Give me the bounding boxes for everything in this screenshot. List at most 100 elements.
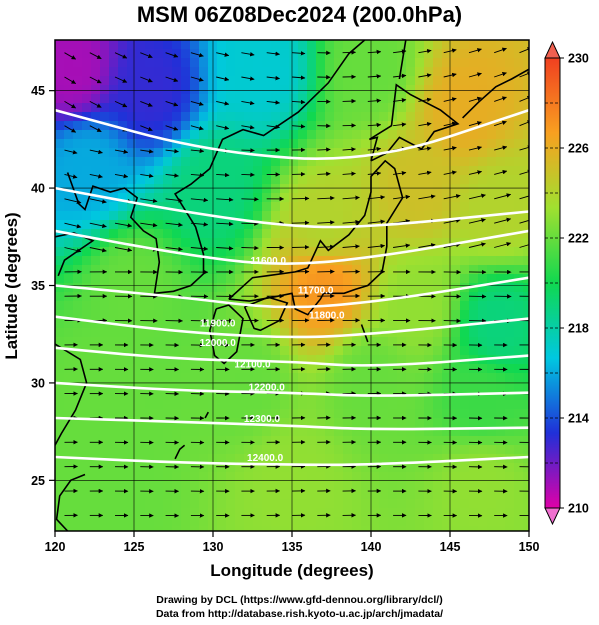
heat-cell [217, 211, 227, 221]
heat-cell [334, 175, 344, 185]
heat-cell [496, 202, 506, 212]
heat-cell [217, 148, 227, 158]
heat-cell [316, 463, 326, 473]
heat-cell [334, 112, 344, 122]
coastline-segment [55, 343, 88, 446]
heat-cell [478, 436, 488, 446]
heat-cell [433, 472, 443, 482]
heat-cell [325, 409, 335, 419]
heat-cell [262, 373, 272, 383]
heat-cell [478, 157, 488, 167]
heat-cell [262, 49, 272, 59]
heat-cell [181, 427, 191, 437]
heat-cell [73, 508, 83, 518]
heat-cell [109, 67, 119, 77]
heat-cell [370, 472, 380, 482]
heat-cell [280, 427, 290, 437]
heat-cell [352, 400, 362, 410]
heat-cell [460, 382, 470, 392]
heat-cell [172, 40, 182, 50]
heat-cell [136, 175, 146, 185]
heat-cell [262, 346, 272, 356]
heat-cell [118, 148, 128, 158]
wind-arrow [89, 247, 107, 253]
heat-cell [190, 121, 200, 131]
heat-cell [406, 49, 416, 59]
heat-cell [109, 85, 119, 95]
heat-cell [415, 76, 425, 86]
heat-cell [316, 508, 326, 518]
heat-cell [163, 409, 173, 419]
wind-arrow [443, 97, 457, 102]
colorbar-max-extend [544, 40, 561, 59]
heat-cell [244, 283, 254, 293]
heat-cell [64, 274, 74, 284]
heat-cell [118, 274, 128, 284]
heat-cell [505, 40, 515, 50]
heat-cell [487, 130, 497, 140]
heat-cell [442, 301, 452, 311]
heat-cell [226, 364, 236, 374]
heat-cell [379, 283, 389, 293]
heat-cell [253, 481, 263, 491]
heat-cell [163, 355, 173, 365]
heat-cell [370, 76, 380, 86]
heat-cell [271, 526, 281, 531]
heat-cell [388, 346, 398, 356]
heat-cell [136, 373, 146, 383]
heat-cell [451, 148, 461, 158]
heat-cell [379, 373, 389, 383]
heat-cell [496, 184, 506, 194]
heat-cell [55, 166, 65, 176]
heat-cell [55, 355, 65, 365]
heat-cell [118, 310, 128, 320]
heat-cell [496, 337, 506, 347]
heat-cell [253, 166, 263, 176]
heat-cell [469, 256, 479, 266]
heat-cell [514, 445, 524, 455]
heat-cell [55, 130, 65, 140]
heat-cell [262, 508, 272, 518]
heat-cell [181, 445, 191, 455]
heat-cell [370, 157, 380, 167]
heat-cell [118, 481, 128, 491]
heat-cell [388, 427, 398, 437]
heat-cell [496, 130, 506, 140]
heat-cell [82, 292, 92, 302]
heat-cell [442, 49, 452, 59]
heat-cell [172, 148, 182, 158]
heat-cell [235, 166, 245, 176]
heat-cell [127, 49, 137, 59]
heat-cell [136, 427, 146, 437]
heat-cell [127, 247, 137, 257]
heat-cell [325, 40, 335, 50]
heat-cell [127, 67, 137, 77]
heat-cell [82, 319, 92, 329]
credit-drawing: Drawing by DCL (https://www.gfd-dennou.o… [156, 594, 443, 606]
heat-cell [109, 328, 119, 338]
heat-cell [361, 337, 371, 347]
heat-cell [235, 139, 245, 149]
heat-cell [163, 148, 173, 158]
heat-cell [496, 121, 506, 131]
heat-cell [352, 301, 362, 311]
heat-cell [154, 355, 164, 365]
heat-cell [343, 472, 353, 482]
heat-cell [397, 157, 407, 167]
heat-cell [298, 40, 308, 50]
heat-cell [478, 283, 488, 293]
heat-cell [406, 166, 416, 176]
heat-cell [469, 76, 479, 86]
heat-cell [145, 481, 155, 491]
heat-cell [271, 517, 281, 527]
heat-cell [523, 157, 529, 167]
heat-cell [388, 517, 398, 527]
heat-cell [334, 499, 344, 509]
heat-cell [397, 346, 407, 356]
heat-cell [370, 508, 380, 518]
heat-cell [172, 400, 182, 410]
wind-arrow [266, 100, 280, 105]
heat-cell [469, 130, 479, 140]
heat-cell [514, 265, 524, 275]
heat-cell [325, 355, 335, 365]
